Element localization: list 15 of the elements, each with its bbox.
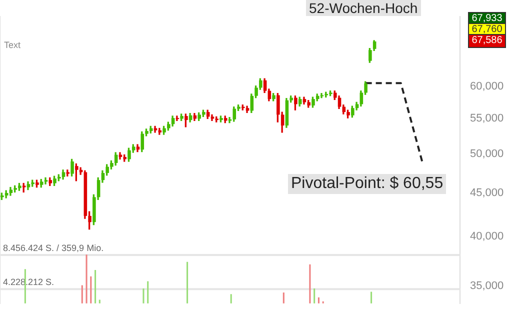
annotation: 52-Wochen-Hoch bbox=[306, 0, 421, 16]
y-tick-label: 45,000 bbox=[470, 187, 504, 200]
y-tick-label: 55,000 bbox=[470, 112, 504, 125]
y-tick-label: 35,000 bbox=[470, 280, 504, 292]
candlestick bbox=[320, 92, 324, 98]
text: 67,586 bbox=[468, 34, 506, 48]
annotation: Text bbox=[4, 40, 21, 50]
candlestick bbox=[176, 116, 180, 122]
y-tick-label: 40,000 bbox=[470, 230, 504, 243]
y-tick-label: 60,000 bbox=[470, 80, 504, 93]
text: 67,933 bbox=[468, 12, 506, 26]
annotation: Pivotal-Point: $ 60,55 bbox=[288, 174, 446, 194]
y-tick-label: 50,000 bbox=[470, 148, 504, 160]
text: 67,760 bbox=[468, 23, 506, 36]
ref-line-label: 8.456.424 S. / 359,9 Mio. bbox=[3, 242, 104, 253]
